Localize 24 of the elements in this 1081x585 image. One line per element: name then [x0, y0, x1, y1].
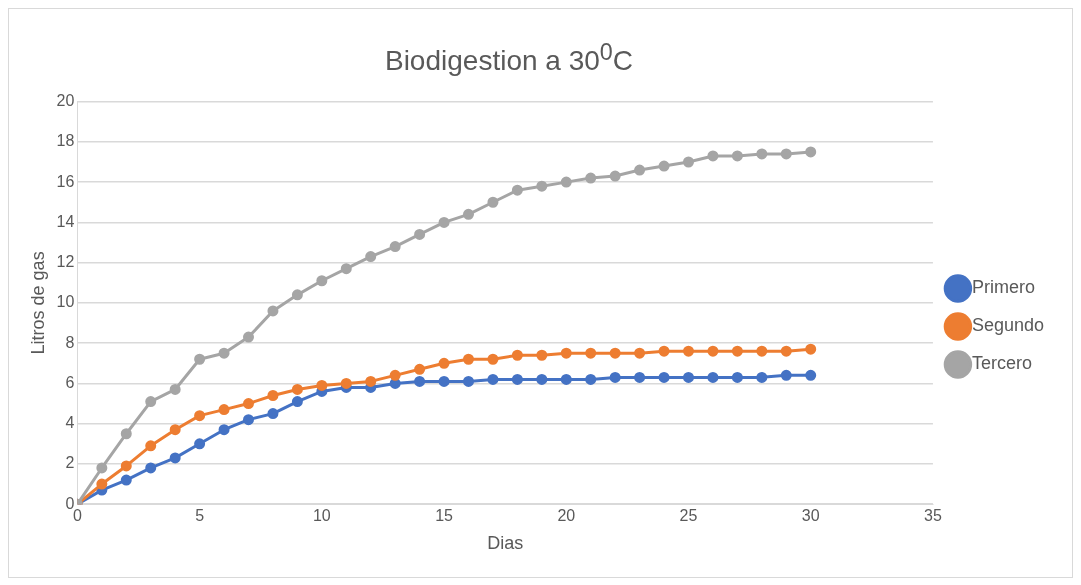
x-tick-label: 35 [924, 507, 942, 525]
y-tick-label: 18 [56, 132, 75, 150]
x-tick-label: 20 [557, 507, 576, 525]
x-tick-label: 25 [679, 507, 698, 525]
y-tick-label: 14 [56, 212, 75, 230]
y-tick-label: 6 [65, 373, 75, 391]
y-tick-label: 8 [65, 333, 75, 351]
chart-title: Biodigestion a 30$^{0}$C [383, 39, 634, 78]
y-tick-label: 2 [65, 454, 75, 472]
y-tick-label: 20 [56, 92, 75, 110]
x-axis-title: Dias [487, 533, 524, 554]
x-tick-label: 30 [801, 507, 820, 525]
legend-label: Primero [971, 277, 1035, 298]
y-tick-label: 16 [56, 172, 75, 190]
y-tick-label: 4 [65, 414, 75, 432]
y-axis-title: Litros de gas [27, 251, 48, 355]
x-tick-label: 10 [312, 507, 331, 525]
y-tick-label: 0 [65, 494, 75, 512]
x-tick-label: 15 [435, 507, 454, 525]
legend-label: Segundo [971, 315, 1045, 336]
y-tick-label: 10 [56, 293, 75, 311]
y-tick-label: 12 [56, 253, 75, 271]
legend-label: Tercero [971, 353, 1032, 374]
x-tick-label: 5 [195, 507, 205, 525]
